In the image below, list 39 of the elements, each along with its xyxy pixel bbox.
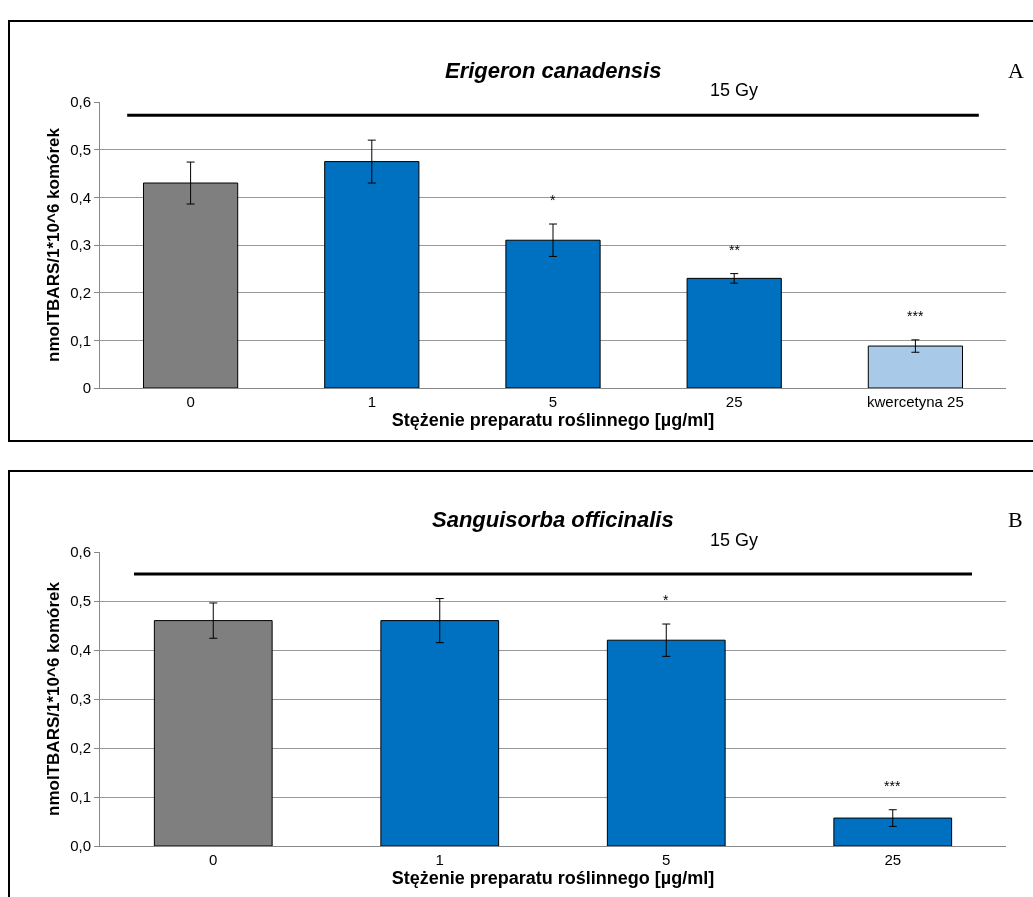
text: B — [1008, 507, 1023, 532]
y-tick-label: 0,1 — [70, 331, 91, 349]
ref-line-label: 15 Gy — [710, 80, 759, 100]
y-tick-label: 0,4 — [70, 641, 91, 659]
y-tick-label: 0,5 — [70, 592, 91, 610]
y-axis-title: nmolTBARS/1*10^6 komórek — [43, 127, 63, 362]
annotation: * — [663, 592, 669, 608]
annotation: *** — [884, 778, 901, 794]
y-tick-label: 0,3 — [70, 236, 91, 254]
y-tick-label: 0,0 — [70, 837, 91, 855]
y-tick-label: 0,3 — [70, 690, 91, 708]
text: A — [1008, 58, 1024, 83]
x-axis-title: Stężenie preparatu roślinnego [µg/ml] — [391, 868, 715, 889]
x-tick-label: 25 — [884, 851, 902, 868]
y-tick-label: 0,5 — [70, 140, 91, 158]
y-tick-label: 0,2 — [70, 739, 91, 757]
bar — [686, 277, 782, 388]
annotation: *** — [907, 308, 924, 324]
x-tick-label: 1 — [435, 851, 444, 868]
y-tick-label: 0,4 — [70, 188, 91, 206]
chart-title: Erigeron canadensis — [445, 58, 662, 83]
x-tick-label: 5 — [662, 851, 671, 868]
y-tick-label: 0,6 — [70, 93, 91, 111]
annotation: ** — [729, 242, 741, 258]
x-tick-label: 25 — [725, 393, 743, 410]
y-tick-label: 0,6 — [70, 543, 91, 561]
chart-title: Sanguisorba officinalis — [432, 507, 674, 532]
y-tick-label: 0,2 — [70, 283, 91, 301]
x-tick-label: 1 — [367, 393, 376, 410]
annotation: * — [550, 192, 556, 208]
x-axis-title: Stężenie preparatu roślinnego [µg/ml] — [391, 410, 715, 431]
ref-line-label: 15 Gy — [710, 530, 759, 550]
y-tick-label: 0 — [82, 379, 91, 397]
x-tick-label: 5 — [548, 393, 558, 410]
x-tick-label: 0 — [186, 393, 195, 410]
x-tick-label: 0 — [209, 851, 218, 868]
x-tick-label: kwercetyna 25 — [867, 393, 964, 410]
y-axis-title: nmolTBARS/1*10^6 komórek — [43, 581, 63, 816]
y-tick-label: 0,1 — [70, 788, 91, 806]
